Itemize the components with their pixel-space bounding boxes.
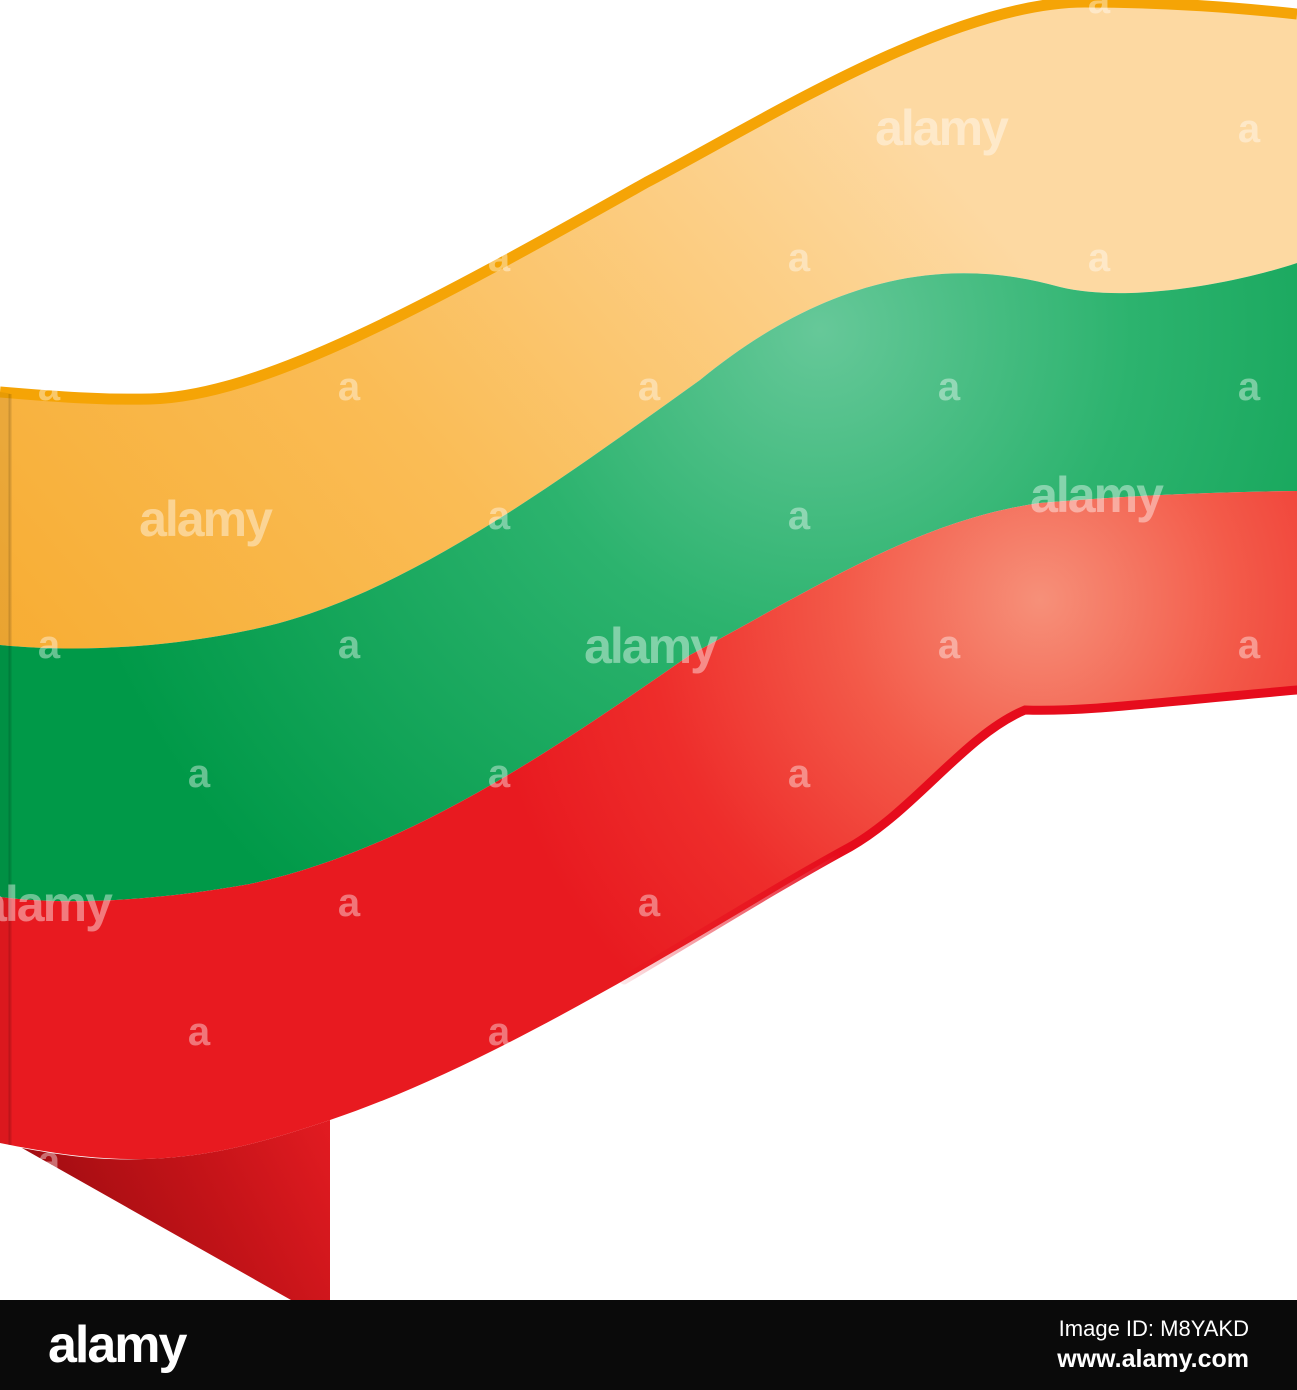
flag-stripe-green xyxy=(0,263,1297,902)
flag-stripe-yellow xyxy=(0,2,1297,649)
alamy-logo: alamy xyxy=(48,1316,187,1374)
flag-bottom-border xyxy=(619,685,1297,985)
flag-left-edge-shade xyxy=(0,392,10,1145)
flag-stripe-red xyxy=(0,491,1297,1160)
alamy-footer-bar: alamy Image ID: M8YAKD www.alamy.com xyxy=(0,1300,1297,1390)
flag-fold xyxy=(22,1120,330,1322)
image-id-text: Image ID: M8YAKD xyxy=(1058,1316,1249,1341)
alamy-url-text: www.alamy.com xyxy=(1057,1345,1249,1373)
flag-top-border xyxy=(0,0,1297,405)
footer-info: Image ID: M8YAKD www.alamy.com xyxy=(1057,1318,1249,1372)
